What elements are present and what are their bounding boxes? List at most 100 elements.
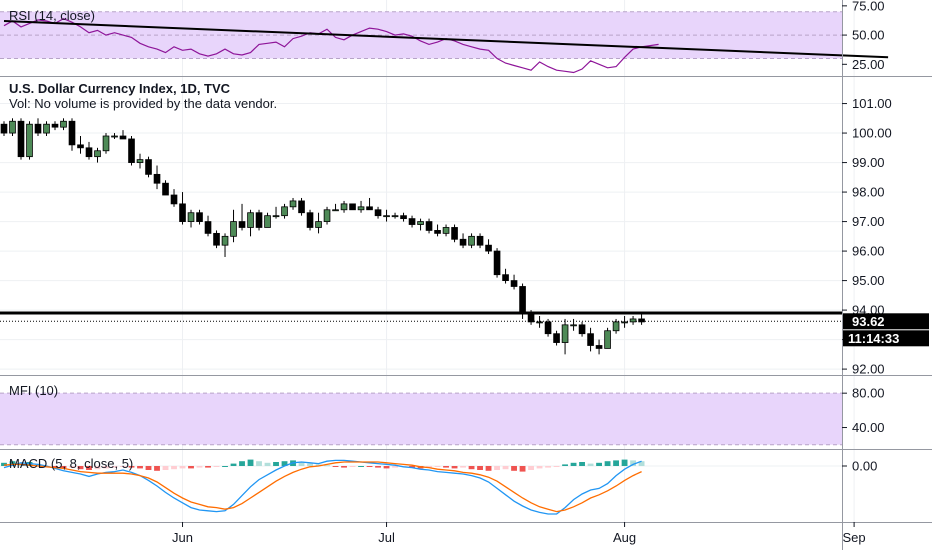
candle-up [612,321,620,332]
macd-histogram-bar [9,461,16,466]
countdown-value: 11:14:33 [848,331,899,346]
macd-histogram-bar [409,466,415,468]
candle-down [544,321,552,335]
candle-up [9,120,16,134]
macd-histogram-bar [179,466,186,469]
axis-tick-label: 92.00 [852,362,885,377]
time-axis[interactable]: Jun Jul Aug Sep [172,522,866,545]
candle-up [221,235,229,246]
price-pane[interactable]: U.S. Dollar Currency Index, 1D, TVC Vol:… [0,81,842,355]
macd-pane[interactable]: MACD (5, 8, close, 5) [1,456,645,515]
candle-up [43,123,50,134]
macd-histogram-bar [545,466,551,468]
macd-histogram-bar [392,466,398,468]
macd-histogram-bar [553,466,560,467]
candle-down [68,120,76,146]
axis-tick-label: 50.00 [852,28,885,43]
macd-histogram-bar [69,466,75,468]
candle-down [17,120,25,158]
rsi-legend[interactable]: RSI (14, close) [9,8,95,23]
macd-histogram-bar [596,462,602,466]
macd-histogram-bar [511,466,517,471]
candle-up [332,209,339,212]
rsi-pane[interactable]: RSI (14, close) [0,8,889,74]
mfi-band [0,393,842,445]
candle-down [366,206,373,211]
macd-histogram-bar [205,466,211,468]
mfi-pane[interactable]: MFI (10) [0,383,842,446]
macd-histogram-bar [528,466,534,470]
candlesticks [0,118,645,355]
macd-histogram-bar [171,466,177,470]
macd-histogram-bar [468,466,475,470]
candle-down [587,333,594,346]
axis-tick-label: 99.00 [852,155,885,170]
macd-legend[interactable]: MACD (5, 8, close, 5) [9,456,133,471]
candle-down [578,324,586,335]
macd-histogram-bar [494,466,500,470]
time-tick-label: Sep [843,530,866,545]
macd-histogram-bar [137,466,143,469]
macd-histogram-bar [196,466,203,468]
candle-down [434,230,441,234]
candle-up [570,324,577,327]
candle-up [315,221,322,228]
axis-tick-label: 101.00 [852,96,892,111]
price-axis[interactable]: 75.00 50.00 25.00 101.00 100.00 99.00 98.00 97.… [842,0,892,474]
candle-down [306,212,314,228]
macd-histogram-bar [341,466,347,468]
countdown-label-bg [843,330,929,347]
macd-histogram-bar [604,461,611,466]
axis-tick-label: 0.00 [852,459,877,474]
macd-histogram-bar [621,459,628,466]
time-tick-label: Jun [172,530,193,545]
candle-down [179,203,186,222]
macd-histogram-bar [111,466,118,468]
candle-down [51,123,59,128]
candle-down [408,218,416,225]
candle-down [145,159,152,175]
macd-histogram-bar [213,466,220,467]
candle-down [0,123,8,134]
macd-histogram-bar [332,466,339,467]
macd-histogram-bar [434,466,441,467]
candle-down [451,227,458,240]
candle-down [213,232,220,246]
mfi-legend[interactable]: MFI (10) [9,383,58,398]
rsi-trendline[interactable] [3,20,889,59]
candle-down [196,212,203,222]
macd-histogram-bar [128,466,135,468]
macd-histogram-bar [60,466,67,469]
candle-down [349,203,356,211]
candle-up [230,221,237,237]
candle-up [136,159,144,163]
last-price-label: 93.62 [843,313,929,330]
candle-up [604,330,611,349]
candle-down [170,194,178,205]
macd-histogram-bar [256,461,262,466]
candle-up [340,203,348,211]
macd-histogram-bar [519,466,526,472]
macd-histogram-bar [587,463,594,466]
macd-histogram-bar [638,461,645,466]
macd-histogram-bar [103,466,109,469]
candle-down [510,280,518,287]
candle-down [485,244,492,252]
macd-histogram-bar [230,463,237,466]
macd-histogram-bar [298,462,305,466]
macd-histogram-bar [349,466,356,467]
axis-tick-label: 96.00 [852,244,885,259]
candle-up [289,200,297,208]
candle-up [247,212,254,228]
macd-histogram-bar [630,460,636,466]
candle-down [119,135,127,140]
candle-down [204,221,212,234]
axis-tick-label: 40.00 [852,420,885,435]
candle-down [425,221,433,231]
chart-title: U.S. Dollar Currency Index, 1D, TVC [9,81,231,96]
candle-up [111,135,118,138]
axis-tick-label: 98.00 [852,185,885,200]
macd-histogram-bar [307,463,313,466]
